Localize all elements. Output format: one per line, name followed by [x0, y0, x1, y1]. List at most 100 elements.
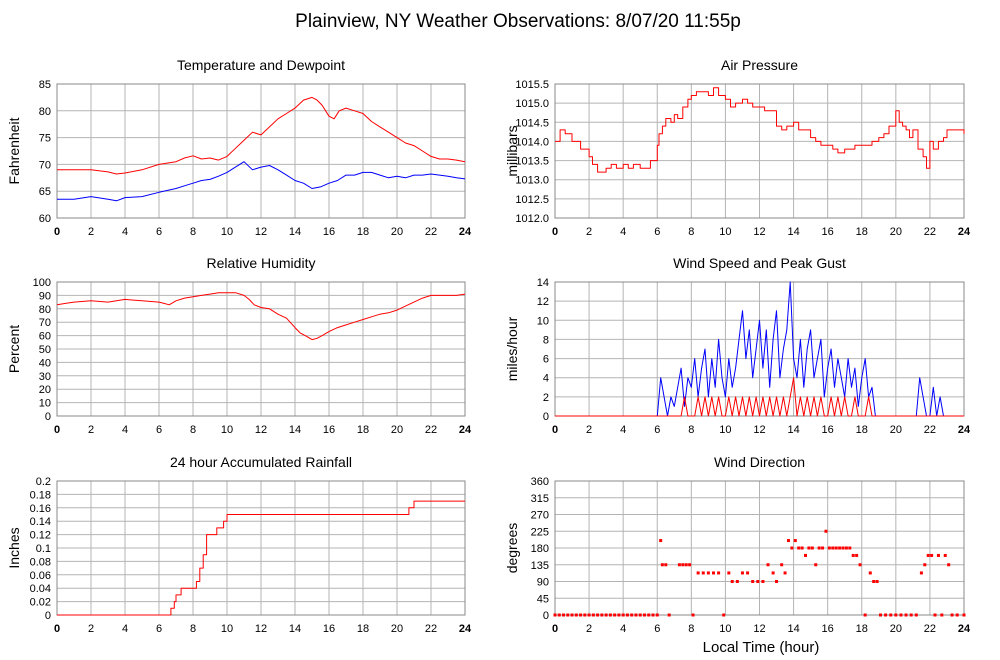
x-tick-label: 6 — [654, 226, 660, 238]
direction-point — [950, 613, 954, 617]
y-tick-label: 20 — [39, 384, 51, 396]
direction-point — [659, 539, 663, 543]
y-tick-label: 0.12 — [30, 530, 51, 542]
y-axis-label: Fahrenheit — [6, 117, 22, 184]
direction-point — [727, 571, 731, 575]
direction-point — [936, 553, 940, 557]
y-tick-label: 14 — [537, 277, 549, 289]
direction-point — [838, 546, 842, 550]
y-tick-label: 360 — [531, 476, 549, 488]
chart-title: Wind Direction — [714, 454, 805, 470]
direction-point — [889, 613, 893, 617]
y-tick-label: 0.08 — [30, 556, 51, 568]
x-tick-label: 12 — [753, 226, 765, 238]
y-tick-label: 75 — [39, 133, 51, 145]
y-tick-label: 0.02 — [30, 597, 51, 609]
chart-title: Wind Speed and Peak Gust — [673, 255, 846, 271]
direction-point — [642, 613, 646, 617]
direction-point — [730, 580, 734, 583]
direction-point — [807, 546, 811, 550]
direction-point — [651, 613, 655, 617]
direction-point — [667, 613, 671, 617]
direction-chart: 0 2 4 6 8 10 12 14 16 18 20 22 240459013518022527031… — [504, 454, 971, 635]
x-tick-label: 14 — [787, 226, 799, 238]
x-tick-label: 0 — [552, 623, 558, 635]
plot-frame — [56, 480, 466, 616]
direction-point — [771, 571, 775, 575]
direction-point — [740, 571, 744, 575]
x-tick-label: 10 — [221, 623, 233, 635]
x-tick-label: 0 — [54, 623, 60, 635]
direction-point — [851, 553, 855, 557]
direction-point — [824, 529, 828, 533]
direction-point — [940, 613, 944, 617]
x-tick-label: 22 — [425, 623, 437, 635]
y-axis-label: Inches — [6, 527, 22, 568]
x-tick-label: 8 — [190, 226, 196, 238]
x-tick-label: 22 — [924, 226, 936, 238]
x-tick-label: 22 — [924, 623, 936, 635]
x-tick-label: 0 — [54, 226, 60, 238]
x-tick-label: 4 — [122, 226, 128, 238]
direction-point — [858, 563, 862, 567]
y-tick-label: 315 — [531, 493, 549, 505]
direction-point — [664, 563, 668, 567]
direction-point — [677, 563, 681, 567]
x-tick-label: 18 — [856, 623, 868, 635]
direction-point — [863, 613, 867, 617]
x-tick-label: 12 — [255, 226, 267, 238]
direction-point — [962, 613, 966, 617]
temp-chart: 0 2 4 6 8 10 12 14 16 18 20 22 24606570758085Tempera… — [6, 57, 472, 238]
direction-point — [557, 613, 561, 617]
x-tick-label: 4 — [122, 424, 128, 436]
x-tick-label: 6 — [156, 623, 162, 635]
direction-point — [761, 580, 765, 583]
direction-point — [821, 546, 825, 550]
x-tick-label: 4 — [620, 226, 626, 238]
direction-point — [914, 613, 918, 617]
x-tick-label: 16 — [323, 424, 335, 436]
direction-point — [746, 571, 750, 575]
y-tick-label: 1013.0 — [515, 175, 549, 187]
x-tick-label: 8 — [190, 623, 196, 635]
x-tick-label: 20 — [890, 623, 902, 635]
x-tick-label: 16 — [323, 226, 335, 238]
x-tick-label: 10 — [221, 424, 233, 436]
wind-series-1-line — [555, 377, 964, 417]
direction-point — [579, 613, 583, 617]
x-tick-label: 24 — [459, 623, 472, 635]
y-tick-label: 0.1 — [36, 543, 51, 555]
direction-point — [684, 563, 688, 567]
direction-point — [926, 553, 930, 557]
direction-point — [735, 580, 739, 583]
direction-point — [909, 613, 913, 617]
y-tick-label: 80 — [39, 106, 51, 118]
direction-point — [814, 563, 818, 567]
direction-point — [943, 553, 947, 557]
direction-point — [831, 546, 835, 550]
direction-point — [756, 580, 760, 583]
direction-point — [701, 571, 705, 575]
y-tick-label: 135 — [531, 560, 549, 572]
y-tick-label: 100 — [33, 277, 51, 289]
x-tick-label: 22 — [425, 424, 437, 436]
y-tick-label: 1014.0 — [515, 136, 549, 148]
humidity-chart: 0 2 4 6 8 10 12 14 16 18 20 22 240102030405060708090… — [6, 255, 472, 436]
y-axis-label: degrees — [504, 523, 520, 574]
x-tick-label: 2 — [586, 226, 592, 238]
direction-point — [711, 571, 715, 575]
direction-point — [797, 546, 801, 550]
direction-point — [647, 613, 651, 617]
x-tick-label: 6 — [156, 424, 162, 436]
y-tick-label: 2 — [543, 392, 549, 404]
x-tick-label: 10 — [719, 623, 731, 635]
x-tick-label: 24 — [958, 424, 971, 436]
direction-point — [621, 613, 625, 617]
direction-point — [875, 580, 879, 583]
x-tick-label: 20 — [890, 226, 902, 238]
direction-point — [587, 613, 591, 617]
pressure-series-0-line — [555, 87, 965, 173]
x-tick-label: 20 — [391, 226, 403, 238]
direction-point — [804, 553, 808, 557]
